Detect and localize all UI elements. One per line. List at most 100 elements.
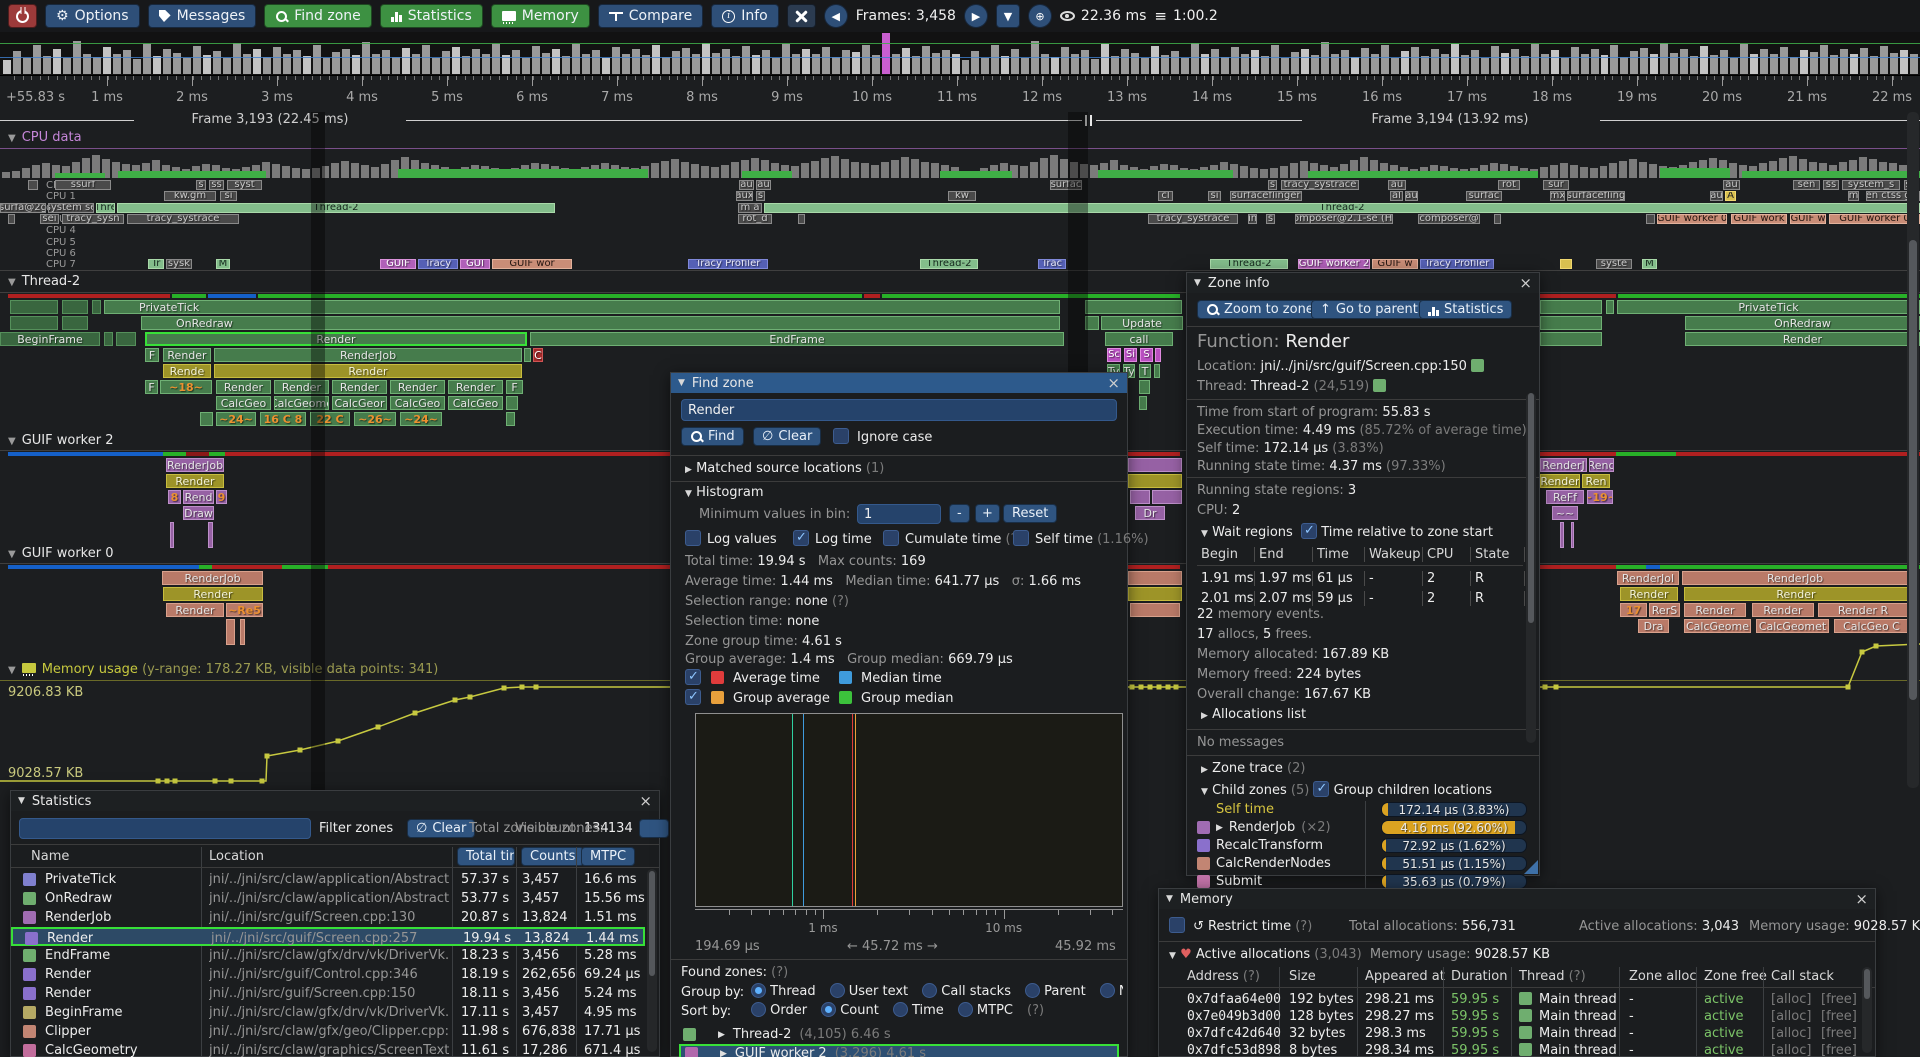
- cpu-zone[interactable]: Tracy: [418, 259, 458, 270]
- frame-bar[interactable]: [112, 54, 121, 74]
- frame-bar[interactable]: [452, 46, 461, 74]
- timeline-zone[interactable]: Render: [145, 332, 527, 346]
- frame-bar[interactable]: [312, 45, 321, 74]
- frame-bar[interactable]: [771, 57, 780, 74]
- timeline-zone[interactable]: Render: [274, 380, 329, 394]
- timeline-zone[interactable]: ~24~: [400, 412, 442, 426]
- frame-bar[interactable]: [691, 54, 700, 74]
- frame-bar[interactable]: [32, 45, 41, 74]
- cpu-zone[interactable]: au: [1710, 191, 1723, 202]
- timeline-zone[interactable]: RenderJob: [1682, 571, 1908, 585]
- frame-bar[interactable]: [1131, 52, 1140, 74]
- thread2-header[interactable]: ▼ Thread-2: [8, 274, 80, 289]
- child-zone-time-bar[interactable]: 35.63 µs (0.79%): [1381, 874, 1527, 889]
- frame-bar[interactable]: [801, 48, 810, 74]
- wait-column-header[interactable]: Time: [1317, 547, 1365, 562]
- zone-color-swatch[interactable]: [23, 1025, 36, 1038]
- cpu-zone[interactable]: syst: [227, 180, 262, 190]
- cpu-zone[interactable]: tracy_systrace: [1148, 213, 1238, 224]
- frame-bar[interactable]: [871, 55, 880, 74]
- frame-bar[interactable]: [462, 55, 471, 74]
- frame-bar[interactable]: [1221, 56, 1230, 74]
- timeline-zone[interactable]: [1540, 300, 1602, 314]
- frame-bar[interactable]: [1390, 58, 1399, 74]
- timeline-zone[interactable]: [1571, 522, 1574, 548]
- cpu-zone[interactable]: m: [1848, 191, 1859, 202]
- column-header-duration[interactable]: Duration: [1451, 969, 1508, 984]
- cpu-zone[interactable]: Trac: [1038, 259, 1066, 270]
- group-by-user-text[interactable]: User text: [829, 983, 908, 999]
- find-zone-titlebar[interactable]: ▼ Find zone ×: [671, 373, 1127, 393]
- cpu-zone[interactable]: aux: [736, 191, 753, 202]
- help-icon[interactable]: (?): [1027, 1003, 1045, 1018]
- cpu-zone[interactable]: [8, 213, 15, 224]
- timeline-zone[interactable]: Render: [332, 380, 387, 394]
- timeline-zone[interactable]: Rende: [163, 364, 211, 378]
- frame-bar[interactable]: [1740, 44, 1749, 74]
- frame-bar[interactable]: [1181, 58, 1190, 74]
- zoom-out-button[interactable]: ▼: [995, 4, 1020, 28]
- compare-button[interactable]: Compare: [597, 4, 704, 28]
- frame-bar[interactable]: [1670, 52, 1679, 74]
- timeline-zone[interactable]: Render: [1540, 474, 1580, 488]
- frame-bar[interactable]: [1320, 42, 1329, 74]
- cpu-zone[interactable]: ss: [1823, 180, 1839, 190]
- frame-bar[interactable]: [681, 47, 690, 74]
- child-zone-row[interactable]: CalcRenderNodes 51.51 µs (1.15%): [1197, 855, 1527, 872]
- cpu-zone[interactable]: au: [1388, 180, 1406, 190]
- statistics-button-zi[interactable]: Statistics: [1419, 300, 1513, 319]
- frame-bar[interactable]: [1161, 55, 1170, 74]
- timeline-zone[interactable]: [62, 300, 88, 314]
- frame-bar[interactable]: [1540, 54, 1549, 74]
- cumulate-time-checkbox[interactable]: [883, 530, 899, 546]
- cpu-zone[interactable]: au: [1723, 180, 1740, 190]
- timeline-zone[interactable]: Render: [216, 380, 271, 394]
- frame-bar[interactable]: [82, 53, 91, 74]
- frame-bar[interactable]: [562, 55, 571, 74]
- tools-button[interactable]: [786, 4, 816, 28]
- cpu-zone[interactable]: surfac: [1050, 180, 1082, 190]
- cpu-zone[interactable]: rot_d: [738, 213, 772, 224]
- frame-bar[interactable]: [1640, 47, 1649, 74]
- help-icon[interactable]: (?): [771, 965, 789, 980]
- cpu-zone[interactable]: surfac: [1466, 191, 1502, 202]
- memory-button[interactable]: Memory: [490, 4, 590, 28]
- timeline-zone[interactable]: [10, 316, 58, 330]
- table-row[interactable]: Clipper jni/../jni/src/claw/gfx/geo/Clipp…: [11, 1022, 645, 1041]
- frame-bar[interactable]: [1510, 48, 1519, 74]
- table-row[interactable]: 0x7dfc42d640 32 bytes 298.3 ms 59.95 s Main …: [1159, 1024, 1861, 1041]
- frame-bar[interactable]: [502, 55, 511, 74]
- frame-bar[interactable]: [1700, 46, 1709, 74]
- frame-bar[interactable]: [552, 48, 561, 74]
- frame-bar[interactable]: [1570, 46, 1579, 74]
- frame-bar[interactable]: [1710, 55, 1719, 74]
- cpu-zone[interactable]: sur: [1543, 180, 1569, 190]
- frame-bar[interactable]: [1750, 53, 1759, 74]
- frame-bar[interactable]: [851, 51, 860, 74]
- table-row[interactable]: RenderJob jni/../jni/src/guif/Screen.cpp:…: [11, 908, 645, 927]
- frame-bar[interactable]: [1820, 45, 1829, 74]
- frame-bar[interactable]: [1061, 47, 1070, 74]
- frame-bar[interactable]: [1600, 55, 1609, 74]
- log-time-checkbox[interactable]: [793, 530, 809, 546]
- timeline-zone[interactable]: Rend: [183, 490, 214, 504]
- frame-bar[interactable]: [332, 51, 341, 74]
- timeline-zone[interactable]: RenderJob: [166, 458, 224, 472]
- cpu-zone[interactable]: au: [739, 180, 754, 190]
- ignore-case-checkbox[interactable]: [833, 428, 849, 444]
- clear-filter-button[interactable]: ∅ Clear: [407, 819, 476, 838]
- cpu-zone[interactable]: surfaceflinger: [1230, 191, 1302, 202]
- zone-color-swatch[interactable]: [23, 1006, 36, 1019]
- frame-bar[interactable]: [1630, 51, 1639, 74]
- timeline-zone[interactable]: RenderJob: [214, 348, 522, 362]
- timeline-zone[interactable]: [104, 332, 113, 346]
- frame-bar[interactable]: [1211, 49, 1220, 74]
- frame-bar[interactable]: [262, 56, 271, 74]
- timeline-zone[interactable]: [92, 300, 101, 314]
- zone-color-swatch[interactable]: [23, 911, 36, 924]
- group-by-no-grouping[interactable]: No grouping: [1099, 983, 1123, 999]
- group-children-checkbox[interactable]: [1313, 781, 1330, 797]
- frame-bar[interactable]: [1550, 50, 1559, 74]
- frame-bar[interactable]: [811, 54, 820, 74]
- frame-bar[interactable]: [1231, 46, 1240, 74]
